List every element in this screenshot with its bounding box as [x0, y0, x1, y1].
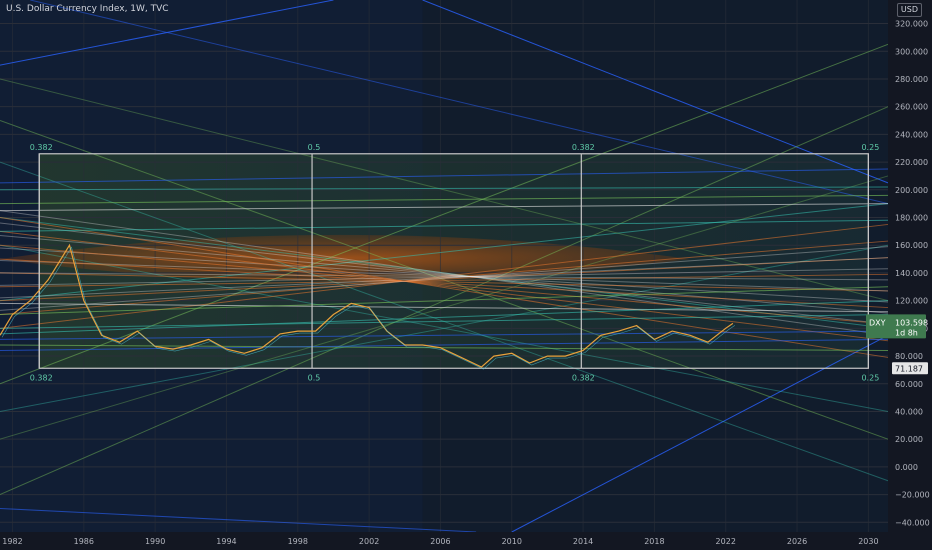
- fan-line: [0, 210, 889, 336]
- fan-line: [0, 330, 889, 340]
- fan-line: [0, 507, 477, 533]
- fan-line: [0, 257, 889, 299]
- chart-legend-title: U.S. Dollar Currency Index, 1W, TVC: [6, 4, 169, 14]
- fib-marker-label-bottom: 0.5: [308, 373, 321, 382]
- fan-line: [0, 268, 889, 286]
- fib-marker-label-top: 0.5: [308, 143, 321, 152]
- fan-line: [0, 272, 889, 281]
- y-tick-label: 60.000: [895, 380, 923, 389]
- y-tick-label: 140.000: [895, 269, 928, 278]
- price-series-line: [0, 243, 734, 368]
- price-tag-symbol: DXY: [869, 318, 886, 327]
- fan-line: [0, 120, 889, 440]
- x-tick-label: 2030: [858, 537, 878, 546]
- x-tick-label: 1982: [2, 537, 22, 546]
- y-tick-label: 240.000: [895, 130, 928, 139]
- fib-marker-label-bottom: 0.382: [572, 373, 595, 382]
- fan-line: [0, 194, 889, 205]
- currency-button[interactable]: USD: [896, 3, 922, 17]
- x-tick-label: 2026: [787, 537, 807, 546]
- y-tick-label: 180.000: [895, 214, 928, 223]
- fan-line: [0, 257, 889, 302]
- price-tag-value: 103.598: [895, 318, 928, 327]
- x-tick-label: 2006: [430, 537, 450, 546]
- y-axis-background: [888, 0, 932, 550]
- fan-line: [0, 338, 889, 352]
- fan-line: [0, 286, 889, 315]
- x-tick-label: 1998: [288, 537, 308, 546]
- fan-line: [0, 272, 889, 292]
- y-tick-label: −40.000: [895, 518, 930, 527]
- level-tag-box: [892, 362, 928, 375]
- x-axis-background: [0, 532, 932, 550]
- fan-line: [30, 0, 889, 205]
- y-tick-label: 220.000: [895, 158, 928, 167]
- price-tag-box: [866, 314, 926, 339]
- fan-line: [0, 302, 889, 313]
- x-tick-label: 2022: [716, 537, 736, 546]
- fib-marker-label-bottom: 0.25: [861, 373, 879, 382]
- y-tick-label: 280.000: [895, 75, 928, 84]
- orange-zone-fill: [0, 234, 691, 282]
- fan-line: [0, 223, 889, 329]
- fib-marker-label-bottom: 0.382: [30, 373, 53, 382]
- price-tag-countdown: 1d 8h: [895, 328, 918, 337]
- fan-line: [0, 244, 889, 325]
- y-axis: 320.000 300.000 280.000 260.000 240.000 220.0…: [888, 0, 932, 550]
- fan-line: [0, 246, 889, 311]
- fan-line: [0, 344, 889, 352]
- fan-line: [0, 240, 889, 315]
- fan-line: [0, 258, 889, 309]
- fan-line: [422, 0, 889, 184]
- fan-line: [0, 247, 889, 303]
- fan-line: [0, 186, 889, 191]
- y-tick-label: −20.000: [895, 491, 930, 500]
- x-tick-label: 2010: [502, 537, 522, 546]
- y-tick-label: 260.000: [895, 103, 928, 112]
- x-tick-label: 1990: [145, 537, 165, 546]
- moving-average-line: [1, 246, 736, 370]
- y-tick-label: 80.000: [895, 352, 923, 361]
- fan-line: [0, 230, 889, 342]
- y-tick-label: 120.000: [895, 297, 928, 306]
- y-tick-label: 200.000: [895, 186, 928, 195]
- x-axis: 1982 1986 1990 1994 1998 2002 2006 2010 2014 2018…: [0, 532, 932, 550]
- fan-line: [0, 217, 889, 358]
- fan-line: [0, 273, 889, 288]
- x-tick-label: 2018: [644, 537, 664, 546]
- fan-line: [0, 222, 889, 325]
- fan-line: [0, 43, 889, 385]
- fib-marker-label-top: 0.25: [861, 143, 879, 152]
- y-tick-label: 320.000: [895, 20, 928, 29]
- x-tick-label: 2002: [359, 537, 379, 546]
- level-tag: 71.187: [892, 362, 928, 375]
- fan-line: [0, 244, 889, 412]
- y-tick-label: 40.000: [895, 407, 923, 416]
- fan-line: [0, 235, 889, 314]
- y-tick-label: 160.000: [895, 241, 928, 250]
- y-tick-label: 300.000: [895, 47, 928, 56]
- x-tick-label: 2014: [573, 537, 593, 546]
- fan-lines: [0, 0, 889, 533]
- fan-line: [0, 203, 889, 212]
- fan-line: [0, 244, 889, 412]
- fan-line: [0, 259, 889, 292]
- fan-line: [0, 168, 889, 184]
- fan-line: [0, 219, 889, 232]
- x-tick-label: 1994: [216, 537, 236, 546]
- y-tick-label: 20.000: [895, 435, 923, 444]
- fib-marker-label-top: 0.382: [572, 143, 595, 152]
- fan-line: [0, 300, 889, 335]
- fib-marker-label-top: 0.382: [30, 143, 53, 152]
- level-tag-value: 71.187: [895, 364, 923, 373]
- y-tick-label: 0.000: [895, 463, 918, 472]
- x-tick-label: 1986: [74, 537, 94, 546]
- fan-line: [0, 313, 889, 329]
- fib-box: 0.382 0.382 0.5 0.5 0.382 0.382 0.25 0.25: [30, 143, 880, 382]
- background-fills: [0, 0, 869, 532]
- fan-line: [0, 78, 889, 302]
